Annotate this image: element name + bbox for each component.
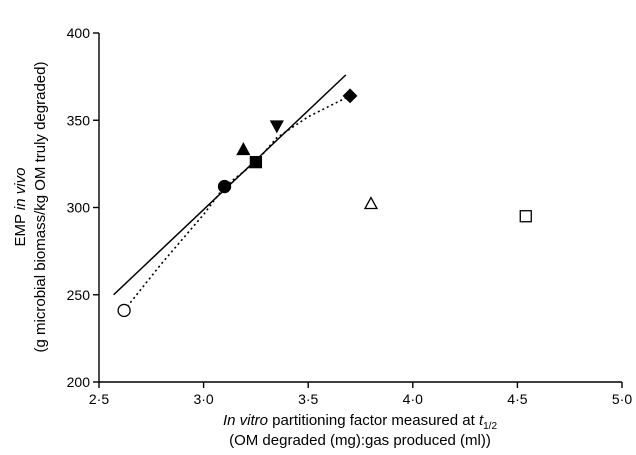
x-label-var: t (479, 412, 484, 429)
y-tick-label: 350 (67, 112, 91, 128)
y-axis-label-line2: (g microbial biomass/kg OM truly degrade… (32, 62, 49, 353)
x-ticks: 2·5 3·0 3·5 4·0 4·5 5·0 (89, 382, 632, 407)
x-label-rest: partitioning factor measured at (268, 412, 479, 429)
y-tick-label: 250 (67, 287, 91, 303)
x-tick-label: 3·0 (193, 391, 213, 407)
y-tick-label: 300 (67, 200, 91, 216)
x-tick-label: 3·5 (298, 391, 318, 407)
y-label-italic: in vivo (12, 168, 29, 211)
x-label-sub: 1/2 (483, 421, 497, 432)
dotted-fit-curve (123, 95, 351, 311)
data-point-square-open (519, 210, 532, 223)
data-point-triangle-up-filled (236, 142, 251, 156)
y-axis-label-line1: EMP in vivo (12, 168, 29, 247)
data-point-circle-open (117, 303, 131, 318)
data-point-triangle-down-filled (269, 120, 284, 134)
y-tick-label: 200 (67, 374, 91, 390)
data-point-triangle-up-open (363, 196, 379, 210)
x-tick-label: 4·0 (403, 391, 423, 407)
x-label-italic: In vitro (223, 412, 268, 429)
y-label-prefix: EMP (12, 210, 29, 246)
x-axis-label-line1: In vitro partitioning factor measured at… (223, 412, 497, 432)
data-point-square-filled (249, 155, 263, 169)
data-points (117, 88, 532, 318)
data-point-diamond-filled (342, 88, 358, 104)
y-tick-label: 400 (67, 25, 91, 41)
axes (98, 33, 622, 383)
y-ticks: 200 250 300 350 400 (67, 25, 99, 390)
x-tick-label: 4·5 (507, 391, 527, 407)
data-point-circle-filled (217, 179, 232, 194)
x-axis-label-line2: (OM degraded (mg):gas produced (ml)) (229, 432, 491, 449)
x-tick-label: 2·5 (89, 391, 109, 407)
x-tick-label: 5·0 (612, 391, 632, 407)
